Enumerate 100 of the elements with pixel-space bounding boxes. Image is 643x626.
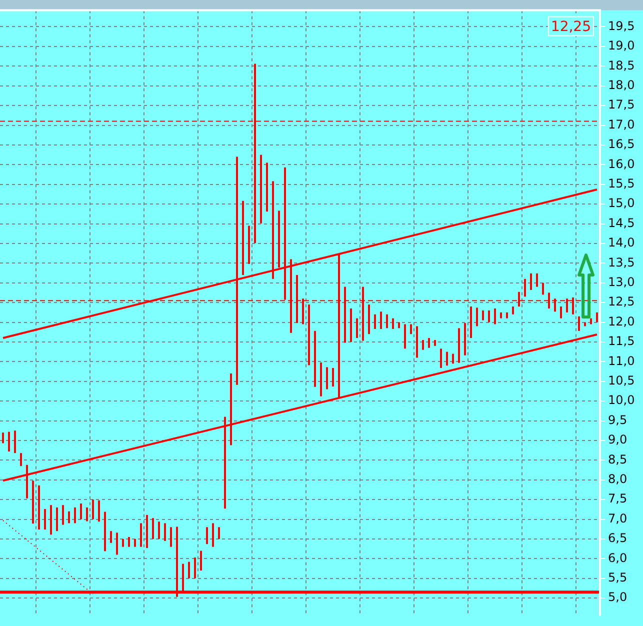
bar <box>398 322 400 328</box>
bar <box>326 367 328 390</box>
y-tick-label: 9,0 <box>608 432 628 447</box>
bar <box>134 538 136 547</box>
bar <box>446 352 448 366</box>
y-tick-label: 16,0 <box>608 156 635 171</box>
y-tick-label: 14,0 <box>608 236 635 250</box>
y-tick-label: 15,5 <box>608 176 635 190</box>
bar <box>380 312 382 329</box>
annotation: 12,25 <box>550 18 592 35</box>
bar <box>530 273 532 290</box>
bar <box>164 523 166 541</box>
bar <box>230 373 232 446</box>
y-tick-label: 6,5 <box>608 531 628 546</box>
bar <box>200 550 202 570</box>
bar <box>32 480 34 524</box>
bar <box>170 527 172 547</box>
bar <box>194 557 196 578</box>
bar <box>2 432 4 444</box>
y-tick-label: 14,5 <box>608 216 635 230</box>
bar <box>110 531 112 543</box>
bar <box>386 314 388 328</box>
y-tick-label: 17,0 <box>608 117 635 132</box>
bar <box>560 306 562 318</box>
y-tick-label: 11,5 <box>608 334 635 348</box>
bar <box>542 282 544 295</box>
bar <box>320 362 322 396</box>
bar <box>92 500 94 520</box>
bar <box>212 523 214 547</box>
bar <box>248 226 250 264</box>
bar <box>44 509 46 530</box>
bar <box>74 507 76 524</box>
y-tick-label: 15,0 <box>608 196 635 210</box>
y-tick-label: 19,0 <box>608 38 635 53</box>
bar <box>374 314 376 329</box>
bar <box>308 304 310 366</box>
bar <box>152 518 154 539</box>
y-tick-label: 19,5 <box>608 18 635 33</box>
y-tick-label: 9,5 <box>608 412 628 427</box>
y-tick-label: 12,0 <box>608 314 635 328</box>
bar <box>494 308 496 324</box>
y-tick-label: 12,5 <box>608 294 635 309</box>
bar <box>104 512 106 552</box>
bar <box>266 162 268 212</box>
y-tick-label: 5,0 <box>608 590 628 604</box>
bar <box>440 348 442 368</box>
bar <box>452 354 454 364</box>
bar <box>116 532 118 555</box>
bar <box>476 308 478 326</box>
bar <box>470 306 472 338</box>
y-tick-label: 18,0 <box>608 78 635 92</box>
y-tick-label: 7,0 <box>608 511 628 526</box>
bar <box>80 504 82 520</box>
bar <box>242 200 244 275</box>
bar <box>218 527 220 539</box>
bar <box>434 340 436 346</box>
y-tick-label: 6,0 <box>608 550 628 565</box>
bar <box>188 562 190 578</box>
bar <box>98 500 100 522</box>
bar <box>482 310 484 320</box>
bar <box>392 318 394 329</box>
y-tick-label: 13,5 <box>608 255 635 270</box>
y-tick-label: 17,5 <box>608 98 635 112</box>
bar <box>86 507 88 522</box>
bar <box>278 210 280 268</box>
bar <box>404 324 406 349</box>
y-tick-label: 16,5 <box>608 137 635 152</box>
bar <box>428 338 430 348</box>
y-tick-label: 5,5 <box>608 570 628 584</box>
bar <box>62 505 64 525</box>
bar <box>350 308 352 342</box>
bar <box>14 430 16 454</box>
y-tick-label: 13,0 <box>608 274 635 289</box>
bar <box>38 485 40 530</box>
bar <box>158 522 160 539</box>
bar <box>500 312 502 318</box>
y-tick-label: 7,5 <box>608 492 628 506</box>
bar <box>464 323 466 356</box>
bar <box>512 306 514 314</box>
y-tick-label: 18,5 <box>608 58 635 72</box>
bar <box>260 154 262 224</box>
bar <box>56 507 58 532</box>
bar <box>488 310 490 322</box>
bar <box>590 318 592 324</box>
y-tick-label: 10,0 <box>608 393 635 408</box>
bar <box>458 328 460 363</box>
bar <box>50 505 52 535</box>
y-tick-label: 8,0 <box>608 472 628 486</box>
bar <box>122 538 124 547</box>
y-tick-label: 11,0 <box>608 354 635 368</box>
y-tick-label: 10,5 <box>608 373 635 388</box>
bar <box>536 273 538 287</box>
bar <box>332 368 334 386</box>
bar <box>368 304 370 334</box>
bar <box>422 340 424 350</box>
bar <box>206 527 208 544</box>
bar <box>314 330 316 387</box>
bar <box>8 432 10 452</box>
y-tick-label: 8,5 <box>608 452 628 466</box>
bar <box>356 318 358 338</box>
